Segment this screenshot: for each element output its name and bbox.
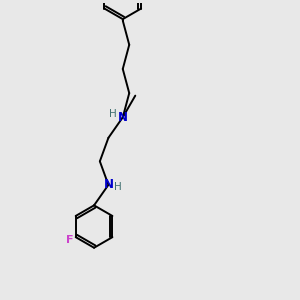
Text: N: N [118, 111, 128, 124]
Text: N: N [103, 178, 113, 191]
Text: F: F [66, 236, 74, 245]
Text: H: H [109, 110, 116, 119]
Text: H: H [114, 182, 122, 192]
